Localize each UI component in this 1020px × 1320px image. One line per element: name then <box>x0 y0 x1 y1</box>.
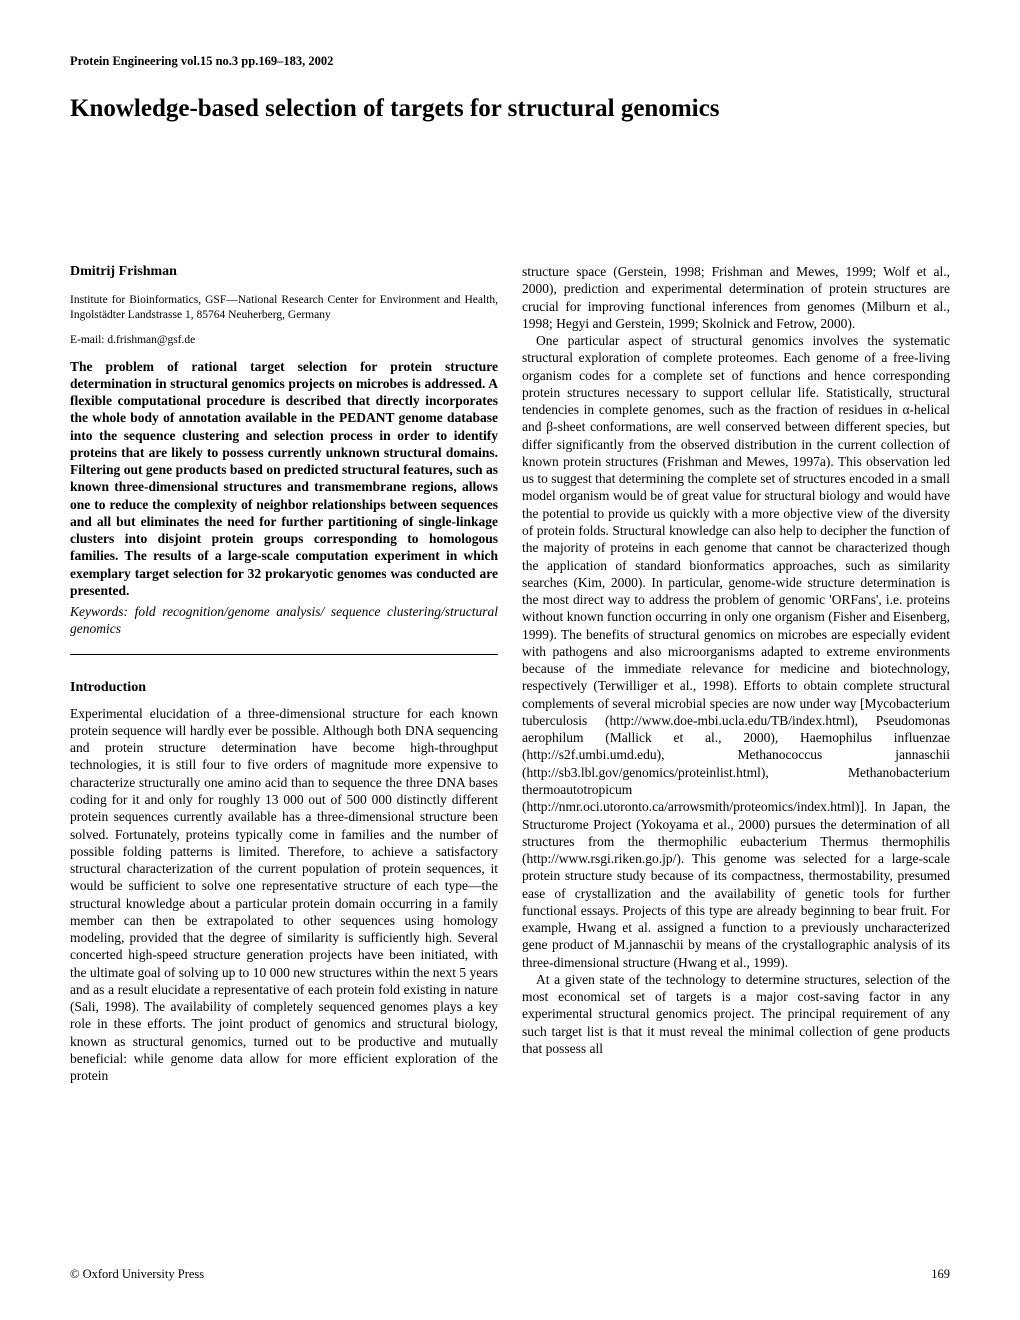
col2-paragraph-2: One particular aspect of structural geno… <box>522 332 950 971</box>
col2-paragraph-3: At a given state of the technology to de… <box>522 971 950 1057</box>
col2-paragraph-1: structure space (Gerstein, 1998; Frishma… <box>522 263 950 332</box>
section-divider <box>70 654 498 655</box>
left-column: Dmitrij Frishman Institute for Bioinform… <box>70 263 498 1085</box>
keywords-line: Keywords: fold recognition/genome analys… <box>70 603 498 638</box>
section-heading-introduction: Introduction <box>70 679 498 697</box>
author-email: E-mail: d.frishman@gsf.de <box>70 333 498 348</box>
page-footer: © Oxford University Press 169 <box>70 1267 950 1282</box>
keywords-label: Keywords <box>70 604 124 619</box>
author-affiliation: Institute for Bioinformatics, GSF—Nation… <box>70 293 498 323</box>
journal-header: Protein Engineering vol.15 no.3 pp.169–1… <box>70 54 950 69</box>
copyright-text: © Oxford University Press <box>70 1267 204 1282</box>
author-name: Dmitrij Frishman <box>70 263 498 281</box>
keywords-value: : fold recognition/genome analysis/ sequ… <box>70 604 498 636</box>
intro-paragraph: Experimental elucidation of a three-dime… <box>70 705 498 1085</box>
two-column-layout: Dmitrij Frishman Institute for Bioinform… <box>70 263 950 1085</box>
abstract-text: The problem of rational target selection… <box>70 358 498 600</box>
right-column: structure space (Gerstein, 1998; Frishma… <box>522 263 950 1085</box>
article-title: Knowledge-based selection of targets for… <box>70 95 950 123</box>
page-number: 169 <box>931 1267 950 1282</box>
